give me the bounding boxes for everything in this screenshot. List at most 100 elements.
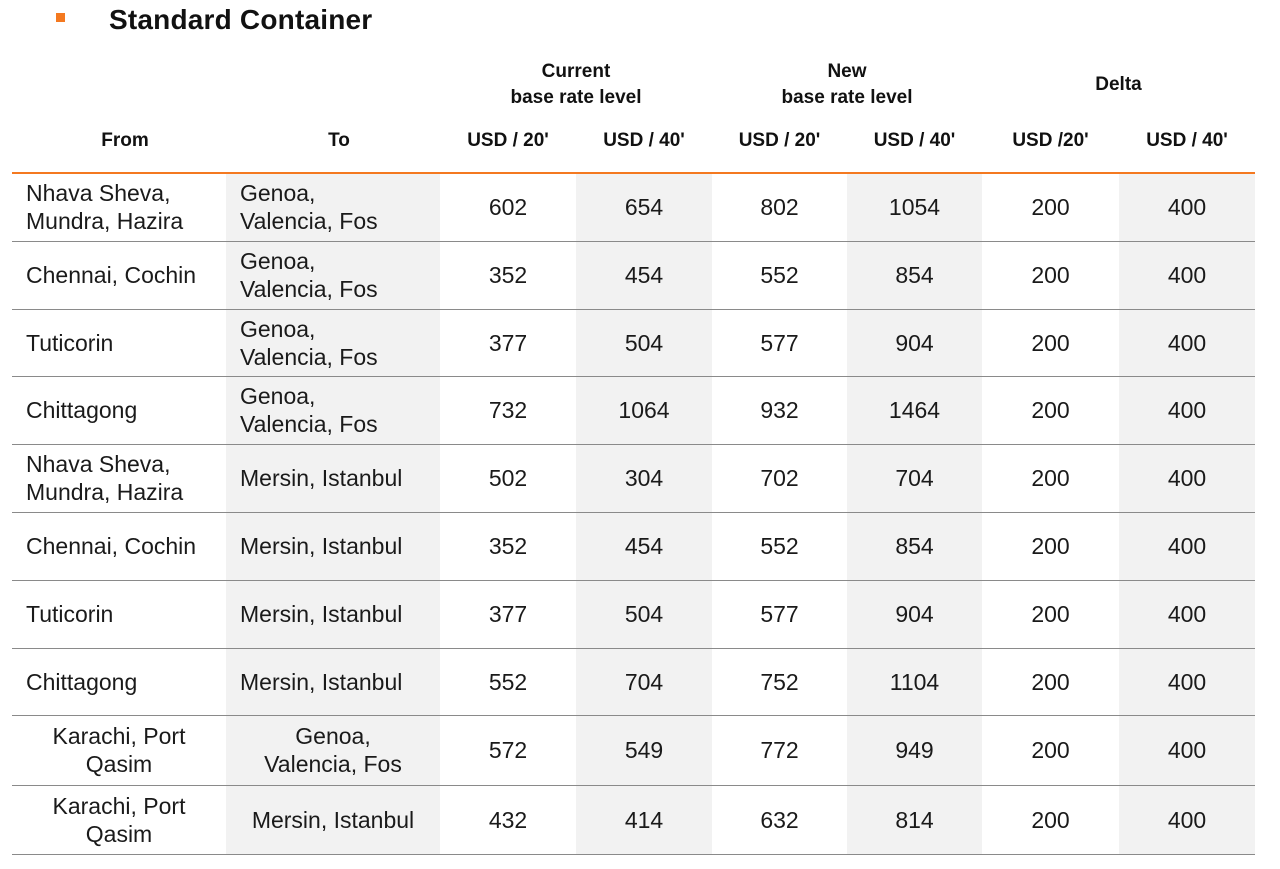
new-40-cell: 904 <box>847 580 982 649</box>
from-cell: Karachi, Port Qasim <box>12 715 226 786</box>
new-40-cell: 854 <box>847 512 982 581</box>
rates-table: Nhava Sheva, Mundra, Hazira Genoa, Valenc… <box>12 174 1255 855</box>
delta-20-cell: 200 <box>982 241 1119 310</box>
delta-20-cell: 200 <box>982 512 1119 581</box>
current-40-cell: 704 <box>576 648 712 716</box>
from-cell: Nhava Sheva, Mundra, Hazira <box>12 174 226 242</box>
column-header-from: From <box>101 130 149 151</box>
from-cell: Tuticorin <box>12 309 226 377</box>
column-header-to: To <box>328 130 350 151</box>
to-cell: Mersin, Istanbul <box>226 580 440 649</box>
header-divider <box>12 172 1255 174</box>
delta-40-cell: 400 <box>1119 376 1255 445</box>
table-row: Chennai, Cochin Mersin, Istanbul 352 454 552… <box>12 512 1255 581</box>
current-20-cell: 732 <box>440 376 576 445</box>
current-20-cell: 352 <box>440 241 576 310</box>
current-40-cell: 549 <box>576 715 712 786</box>
delta-40-cell: 400 <box>1119 580 1255 649</box>
to-cell: Genoa, Valencia, Fos <box>226 241 440 310</box>
delta-20-cell: 200 <box>982 580 1119 649</box>
delta-40-cell: 400 <box>1119 241 1255 310</box>
current-40-cell: 654 <box>576 174 712 242</box>
current-20-cell: 432 <box>440 785 576 855</box>
column-header-new-40: USD / 40' <box>873 130 956 151</box>
current-40-cell: 304 <box>576 444 712 513</box>
current-20-cell: 572 <box>440 715 576 786</box>
new-20-cell: 632 <box>712 785 847 855</box>
delta-20-cell: 200 <box>982 174 1119 242</box>
delta-40-cell: 400 <box>1119 309 1255 377</box>
new-40-cell: 1054 <box>847 174 982 242</box>
new-20-cell: 772 <box>712 715 847 786</box>
group-header-delta: Delta <box>982 57 1255 113</box>
from-cell: Chennai, Cochin <box>12 241 226 310</box>
table-row: Chittagong Genoa, Valencia, Fos 732 1064 932… <box>12 376 1255 445</box>
new-40-cell: 904 <box>847 309 982 377</box>
new-20-cell: 577 <box>712 580 847 649</box>
group-header-new: New base rate level <box>712 57 982 113</box>
new-20-cell: 802 <box>712 174 847 242</box>
delta-20-cell: 200 <box>982 309 1119 377</box>
from-cell: Nhava Sheva, Mundra, Hazira <box>12 444 226 513</box>
from-cell: Karachi, Port Qasim <box>12 785 226 855</box>
new-20-cell: 702 <box>712 444 847 513</box>
table-row: Karachi, Port Qasim Mersin, Istanbul 432 41… <box>12 785 1255 855</box>
delta-40-cell: 400 <box>1119 512 1255 581</box>
column-header-new-20: USD / 20' <box>738 130 821 151</box>
delta-20-cell: 200 <box>982 715 1119 786</box>
title-row: Standard Container <box>56 2 372 38</box>
current-40-cell: 454 <box>576 241 712 310</box>
current-20-cell: 502 <box>440 444 576 513</box>
new-40-cell: 1464 <box>847 376 982 445</box>
rates-table-body: Nhava Sheva, Mundra, Hazira Genoa, Valenc… <box>12 174 1255 855</box>
delta-20-cell: 200 <box>982 785 1119 855</box>
current-20-cell: 377 <box>440 580 576 649</box>
to-cell: Mersin, Istanbul <box>226 785 440 855</box>
new-40-cell: 854 <box>847 241 982 310</box>
table-row: Tuticorin Mersin, Istanbul 377 504 577 904 200… <box>12 580 1255 649</box>
new-40-cell: 949 <box>847 715 982 786</box>
table-row: Chittagong Mersin, Istanbul 552 704 752 1104 2… <box>12 648 1255 716</box>
new-20-cell: 752 <box>712 648 847 716</box>
current-40-cell: 504 <box>576 580 712 649</box>
table-row: Nhava Sheva, Mundra, Hazira Mersin, Istan… <box>12 444 1255 513</box>
delta-20-cell: 200 <box>982 648 1119 716</box>
delta-40-cell: 400 <box>1119 648 1255 716</box>
new-20-cell: 932 <box>712 376 847 445</box>
to-cell: Mersin, Istanbul <box>226 444 440 513</box>
page-title: Standard Container <box>109 4 373 35</box>
from-cell: Tuticorin <box>12 580 226 649</box>
new-40-cell: 1104 <box>847 648 982 716</box>
from-cell: Chennai, Cochin <box>12 512 226 581</box>
table-row: Tuticorin Genoa, Valencia, Fos 377 504 577 90… <box>12 309 1255 377</box>
current-20-cell: 602 <box>440 174 576 242</box>
to-cell: Mersin, Istanbul <box>226 512 440 581</box>
from-cell: Chittagong <box>12 376 226 445</box>
current-20-cell: 552 <box>440 648 576 716</box>
group-header-current-label: Current base rate level <box>510 61 642 108</box>
delta-40-cell: 400 <box>1119 785 1255 855</box>
delta-20-cell: 200 <box>982 444 1119 513</box>
new-20-cell: 552 <box>712 241 847 310</box>
to-cell: Genoa, Valencia, Fos <box>226 715 440 786</box>
group-header-delta-label: Delta <box>1095 74 1142 95</box>
new-20-cell: 577 <box>712 309 847 377</box>
column-header-current-40: USD / 40' <box>603 130 685 151</box>
current-40-cell: 504 <box>576 309 712 377</box>
to-cell: Genoa, Valencia, Fos <box>226 376 440 445</box>
from-cell: Chittagong <box>12 648 226 716</box>
delta-40-cell: 400 <box>1119 715 1255 786</box>
table-row: Chennai, Cochin Genoa, Valencia, Fos 352 45… <box>12 241 1255 310</box>
table-row: Karachi, Port Qasim Genoa, Valencia, Fos 5… <box>12 715 1255 786</box>
column-header-current-20: USD / 20' <box>467 130 549 151</box>
current-40-cell: 1064 <box>576 376 712 445</box>
delta-20-cell: 200 <box>982 376 1119 445</box>
column-header-delta-20: USD /20' <box>1012 130 1089 151</box>
delta-40-cell: 400 <box>1119 174 1255 242</box>
to-cell: Genoa, Valencia, Fos <box>226 309 440 377</box>
group-header-new-label: New base rate level <box>781 61 913 108</box>
current-20-cell: 352 <box>440 512 576 581</box>
new-40-cell: 704 <box>847 444 982 513</box>
current-40-cell: 414 <box>576 785 712 855</box>
new-40-cell: 814 <box>847 785 982 855</box>
